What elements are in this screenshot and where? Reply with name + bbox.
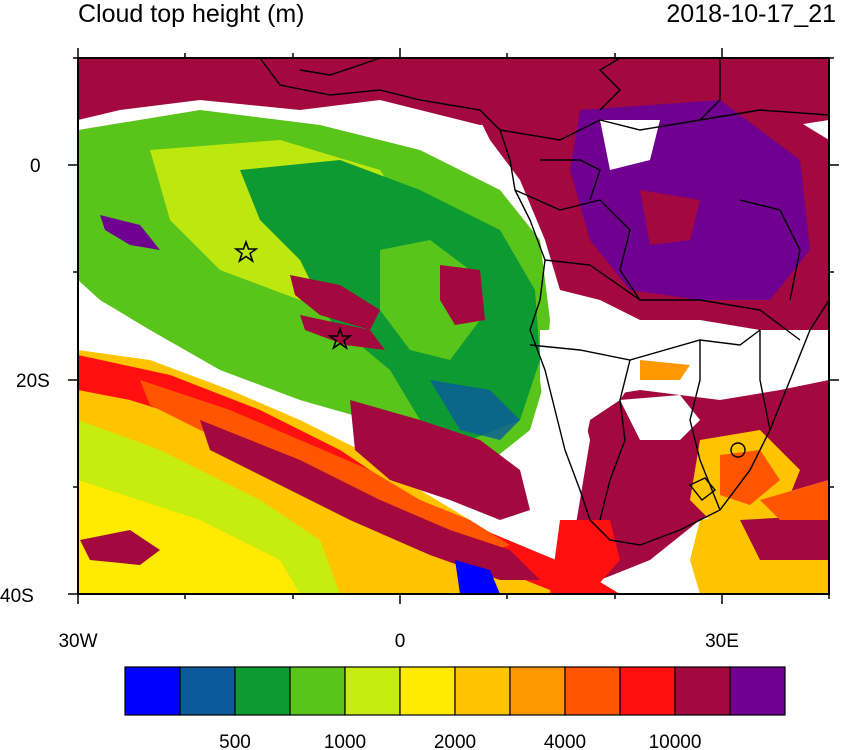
colorbar-swatch — [235, 667, 290, 715]
colorbar-swatch — [180, 667, 235, 715]
colorbar-swatch — [290, 667, 345, 715]
colorbar-label: 2000 — [434, 732, 476, 750]
colorbar-swatch — [620, 667, 675, 715]
lat-label-20s: 20S — [16, 371, 50, 392]
colorbar-label: 1000 — [324, 732, 366, 750]
colorbar-swatch — [730, 667, 785, 715]
colorbar-swatch — [125, 667, 180, 715]
colorbar-label: 500 — [219, 732, 251, 750]
colorbar-label: 4000 — [544, 732, 586, 750]
colorbar-swatch — [400, 667, 455, 715]
colorbar-swatch — [510, 667, 565, 715]
lon-label-30e: 30E — [705, 631, 739, 652]
colorbar-swatch — [345, 667, 400, 715]
colorbar: 500 1000 2000 4000 10000 — [125, 667, 785, 750]
colorbar-swatch — [455, 667, 510, 715]
lon-label-30w: 30W — [58, 631, 97, 652]
cloud-field — [78, 58, 829, 594]
lat-label-40s: 40S — [0, 586, 34, 607]
colorbar-swatch — [565, 667, 620, 715]
lat-label-0: 0 — [30, 156, 41, 177]
colorbar-label: 10000 — [649, 732, 702, 750]
lon-label-0: 0 — [395, 631, 406, 652]
colorbar-swatch — [675, 667, 730, 715]
